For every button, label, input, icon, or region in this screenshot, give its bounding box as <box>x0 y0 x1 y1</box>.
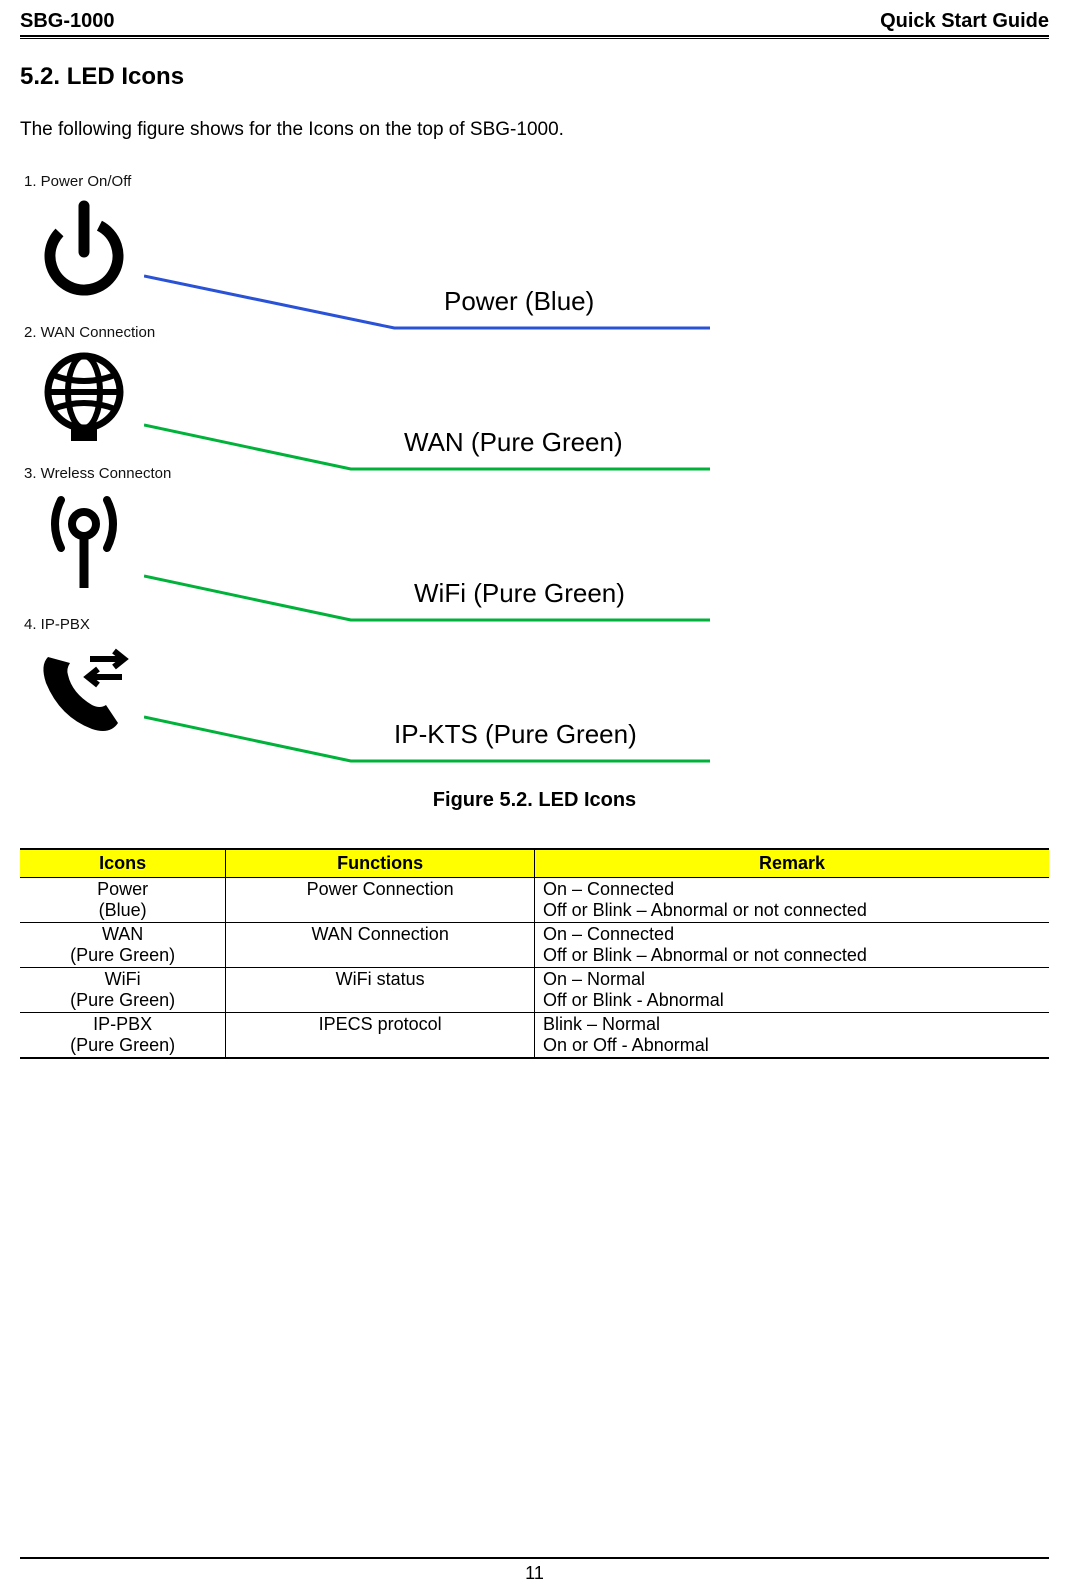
header-rule <box>20 35 1049 39</box>
cell-text: On – Connected <box>543 879 674 899</box>
phone-icon <box>24 639 144 739</box>
diagram-big-label: WAN (Pure Green) <box>404 427 623 458</box>
cell-text: On – Connected <box>543 924 674 944</box>
table-header-row: Icons Functions Remark <box>20 849 1049 878</box>
cell-text: WiFi status <box>336 969 425 989</box>
cell-text: WAN Connection <box>311 924 448 944</box>
cell-text: Off or Blink – Abnormal or not connected <box>543 945 867 965</box>
led-table: Icons Functions Remark Power(Blue) Power… <box>20 848 1049 1059</box>
diagram-item-wifi: 3. Wreless Connecton WiFi (Pure Green) <box>24 465 710 598</box>
cell-text: (Blue) <box>99 900 147 920</box>
header-right: Quick Start Guide <box>880 10 1049 33</box>
cell-text: Off or Blink - Abnormal <box>543 990 724 1010</box>
cell-text: Off or Blink – Abnormal or not connected <box>543 900 867 920</box>
diagram-num-label: 3. Wreless Connecton <box>24 465 710 482</box>
section-title: 5.2. LED Icons <box>20 63 1049 91</box>
led-diagram: 1. Power On/Off Power (Blue) 2. WAN <box>20 165 710 761</box>
diagram-item-power: 1. Power On/Off Power (Blue) <box>24 173 710 306</box>
header-left: SBG-1000 <box>20 10 115 33</box>
cell-text: (Pure Green) <box>70 1035 175 1055</box>
page-header: SBG-1000 Quick Start Guide <box>20 10 1049 35</box>
power-icon <box>24 196 144 306</box>
page: SBG-1000 Quick Start Guide 5.2. LED Icon… <box>0 0 1069 1596</box>
figure-caption: Figure 5.2. LED Icons <box>20 789 1049 812</box>
cell-text: WiFi <box>105 969 141 989</box>
cell-text: (Pure Green) <box>70 990 175 1010</box>
diagram-big-label: IP-KTS (Pure Green) <box>394 719 637 750</box>
diagram-big-label: WiFi (Pure Green) <box>414 578 625 609</box>
diagram-num-label: 1. Power On/Off <box>24 173 710 190</box>
cell-text: IP-PBX <box>93 1014 152 1034</box>
diagram-item-ipkts: 4. IP-PBX IP-KTS (Pure Green) <box>24 616 710 739</box>
section-intro: The following figure shows for the Icons… <box>20 119 1049 141</box>
cell-text: (Pure Green) <box>70 945 175 965</box>
footer-rule <box>20 1557 1049 1559</box>
diagram-big-label: Power (Blue) <box>444 286 594 317</box>
cell-text: On or Off - Abnormal <box>543 1035 709 1055</box>
globe-icon <box>24 347 144 447</box>
cell-text: WAN <box>102 924 143 944</box>
page-footer: 11 <box>20 1557 1049 1584</box>
table-row: WiFi(Pure Green) WiFi status On – Normal… <box>20 968 1049 1013</box>
diagram-num-label: 2. WAN Connection <box>24 324 710 341</box>
cell-text: On – Normal <box>543 969 645 989</box>
cell-text: Power <box>97 879 148 899</box>
table-header: Icons <box>20 849 226 878</box>
page-number: 11 <box>525 1563 544 1583</box>
connector-line <box>144 276 710 328</box>
table-row: WAN(Pure Green) WAN Connection On – Conn… <box>20 923 1049 968</box>
diagram-num-label: 4. IP-PBX <box>24 616 710 633</box>
cell-text: IPECS protocol <box>319 1014 442 1034</box>
table-header: Remark <box>534 849 1049 878</box>
table-row: IP-PBX(Pure Green) IPECS protocol Blink … <box>20 1013 1049 1059</box>
diagram-item-wan: 2. WAN Connection WAN <box>24 324 710 447</box>
table-header: Functions <box>226 849 535 878</box>
cell-text: Blink – Normal <box>543 1014 660 1034</box>
table-row: Power(Blue) Power Connection On – Connec… <box>20 878 1049 923</box>
cell-text: Power Connection <box>307 879 454 899</box>
wifi-icon <box>24 488 144 598</box>
